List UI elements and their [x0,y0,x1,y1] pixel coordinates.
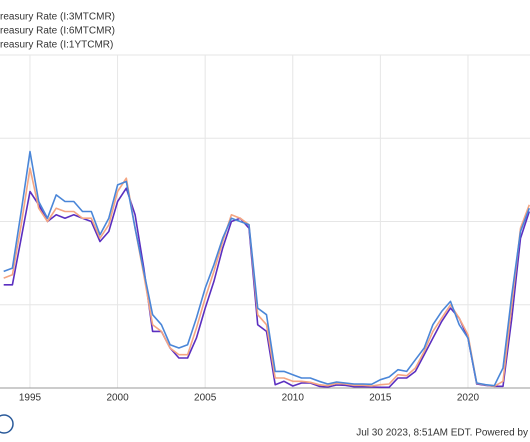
x-tick-label: 2010 [282,393,305,404]
legend-label: reasury Rate (I:3MTCMR) [0,12,115,23]
x-tick-label: 1995 [19,393,42,404]
x-tick-label: 2015 [369,393,392,404]
legend-label: reasury Rate (I:6MTCMR) [0,26,115,37]
x-tick-label: 2005 [194,393,217,404]
legend-label: reasury Rate (I:1YTCMR) [0,40,113,51]
series-line [3,150,530,387]
logo [0,414,14,434]
footer: Jul 30 2023, 8:51AM EDT. Powered by [356,428,528,439]
x-tick-label: 2020 [457,393,480,404]
series-line [3,187,530,389]
series-line [3,167,530,388]
x-tick-label: 2000 [106,393,129,404]
